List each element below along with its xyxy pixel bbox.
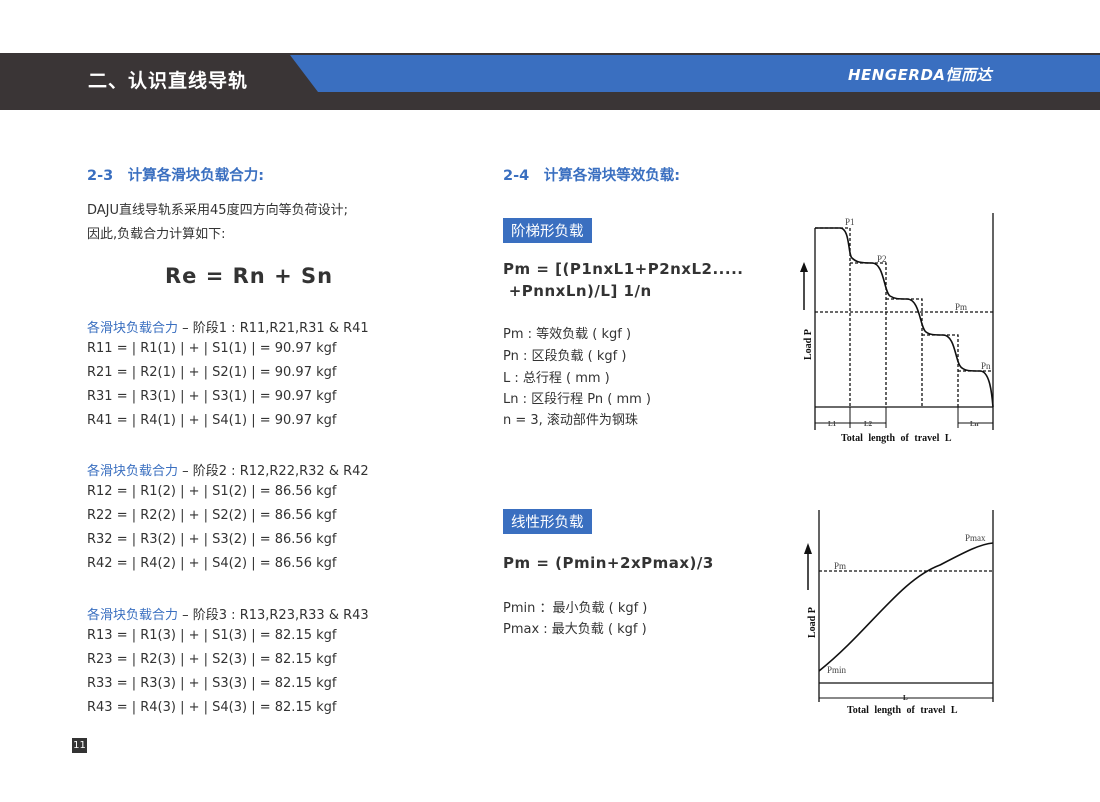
resultant-line: R41 = | R4(1) | + | S4(1) | = 90.97 kgf (87, 413, 337, 428)
label-pn: Pn (981, 361, 991, 371)
label-p1: P1 (845, 217, 855, 227)
linear-def: Pmax : 最大负载 ( kgf ) (503, 622, 647, 637)
label-pmax: Pmax (965, 533, 986, 543)
group-label: 各滑块负载合力 (87, 464, 179, 479)
chapter-title: 二、认识直线导轨 (88, 70, 249, 92)
resultant-line: R13 = | R1(3) | + | S1(3) | = 82.15 kgf (87, 628, 337, 643)
group-stage: – 阶段3 : R13,R23,R33 & R43 (178, 608, 369, 623)
arrow-head (804, 543, 812, 554)
group-heading: 各滑块负载合力 – 阶段3 : R13,R23,R33 & R43 (87, 604, 369, 623)
intro-line: 因此,负载合力计算如下: (87, 227, 226, 242)
step-formula-line: Pm = [(P1nxL1+P2nxL2..... (503, 260, 744, 278)
label-pm: Pm (834, 561, 846, 571)
x-axis-label: Total length of travel L (841, 433, 952, 444)
step-load-curve (815, 227, 994, 408)
resultant-line: R43 = | R4(3) | + | S4(3) | = 82.15 kgf (87, 700, 337, 715)
label-pm: Pm (955, 302, 967, 312)
linear-load-tag: 线性形负载 (503, 509, 592, 534)
resultant-formula: Re = Rn + Sn (165, 264, 334, 288)
section-title-2-3: 2-3 计算各滑块负载合力: (87, 168, 264, 184)
group-heading: 各滑块负载合力 – 阶段2 : R12,R22,R32 & R42 (87, 460, 369, 479)
step-formula-line: +PnnxLn)/L] 1/n (503, 282, 652, 300)
linear-def: Pmin ：最小负载 ( kgf ) (503, 601, 648, 616)
resultant-line: R21 = | R2(1) | + | S2(1) | = 90.97 kgf (87, 365, 337, 380)
step-def: Ln : 区段行程 Pn ( mm ) (503, 392, 651, 407)
group-heading: 各滑块负载合力 – 阶段1 : R11,R21,R31 & R41 (87, 317, 369, 336)
section-title-2-4: 2-4 计算各滑块等效负载: (503, 168, 680, 184)
y-axis-label: Load P (803, 329, 814, 360)
page-number: 11 (72, 738, 87, 753)
step-def: Pn : 区段负载 ( kgf ) (503, 349, 627, 364)
label-ln: Ln (970, 420, 979, 428)
linear-formula: Pm = (Pmin+2xPmax)/3 (503, 554, 714, 572)
arrow-head (800, 262, 808, 272)
step-def: Pm : 等效负载 ( kgf ) (503, 327, 632, 342)
linear-load-curve (818, 542, 994, 672)
step-rectangles (815, 227, 993, 407)
label-p2: P2 (877, 254, 887, 264)
resultant-line: R12 = | R1(2) | + | S1(2) | = 86.56 kgf (87, 484, 337, 499)
brand-logo: HENGERDA恒而达 (848, 66, 993, 84)
resultant-line: R31 = | R3(1) | + | S3(1) | = 90.97 kgf (87, 389, 337, 404)
intro-line: DAJU直线导轨系采用45度四方向等负荷设计; (87, 203, 348, 218)
resultant-line: R33 = | R3(3) | + | S3(3) | = 82.15 kgf (87, 676, 337, 691)
label-pmin: Pmin (827, 665, 847, 675)
group-label: 各滑块负载合力 (87, 608, 179, 623)
label-l2: L2 (864, 420, 873, 428)
label-l: L (903, 694, 908, 702)
step-def: n = 3, 滚动部件为钢珠 (503, 413, 638, 428)
resultant-line: R11 = | R1(1) | + | S1(1) | = 90.97 kgf (87, 341, 337, 356)
group-label: 各滑块负载合力 (87, 321, 179, 336)
resultant-line: R23 = | R2(3) | + | S2(3) | = 82.15 kgf (87, 652, 337, 667)
group-stage: – 阶段1 : R11,R21,R31 & R41 (178, 321, 369, 336)
header-blue-band (290, 55, 1100, 92)
y-axis-label: Load P (807, 607, 818, 638)
resultant-line: R22 = | R2(2) | + | S2(2) | = 86.56 kgf (87, 508, 337, 523)
step-def: L : 总行程 ( mm ) (503, 371, 610, 386)
x-axis-label: Total length of travel L (847, 705, 958, 716)
resultant-line: R42 = | R4(2) | + | S4(2) | = 86.56 kgf (87, 556, 337, 571)
dimension-lines (815, 407, 993, 428)
step-load-tag: 阶梯形负载 (503, 218, 592, 243)
resultant-line: R32 = | R3(2) | + | S3(2) | = 86.56 kgf (87, 532, 337, 547)
group-stage: – 阶段2 : R12,R22,R32 & R42 (178, 464, 369, 479)
label-l1: L1 (828, 420, 837, 428)
